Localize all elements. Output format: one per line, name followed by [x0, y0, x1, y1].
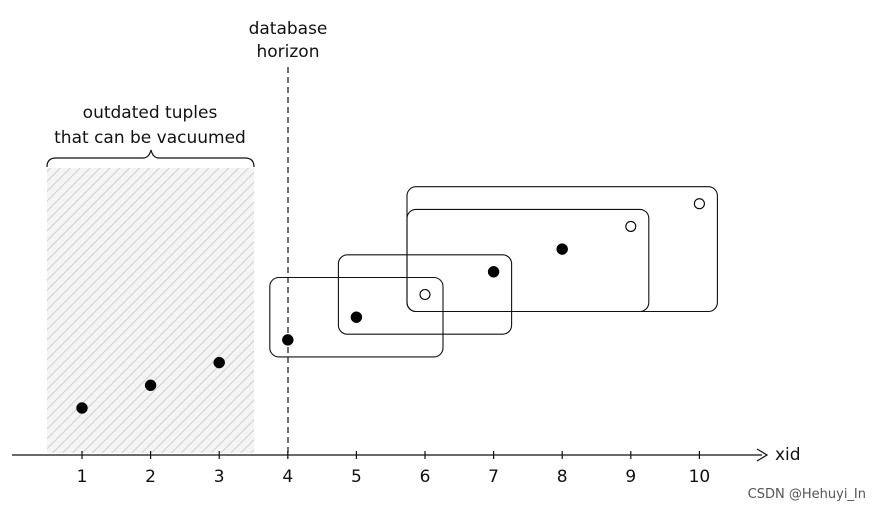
tuple-point [350, 311, 363, 323]
tick-label: 10 [689, 467, 711, 487]
tick-label: 6 [420, 467, 431, 487]
snapshot-box [406, 186, 718, 313]
snapshot-box [269, 276, 444, 358]
tick-label: 1 [77, 467, 88, 487]
tick-label: 2 [145, 467, 156, 487]
tuple-point [76, 402, 88, 414]
tick-label: 9 [625, 467, 636, 487]
outdated-label-line2: that can be vacuumed [54, 128, 246, 148]
horizon-label-line2: horizon [257, 42, 320, 62]
horizon-label-line1: database [249, 19, 328, 39]
tick-group: 1 2 3 4 5 6 7 8 9 10 [77, 451, 711, 487]
watermark: CSDN @Hehuyi_In [748, 487, 866, 502]
tick-label: 5 [351, 467, 362, 487]
tuple-point [487, 266, 500, 278]
tuple-point [144, 379, 157, 392]
tick-label: 3 [214, 467, 225, 487]
point-group [76, 198, 705, 414]
tick-label: 8 [557, 467, 568, 487]
snapshot-box [337, 254, 513, 335]
tick-label: 4 [282, 467, 293, 487]
tuple-point [556, 243, 568, 255]
axis-arrowhead [756, 448, 769, 462]
axis-label: xid [775, 445, 801, 465]
tuple-point-open [419, 288, 431, 301]
tuple-point [213, 356, 225, 369]
outdated-label-line1: outdated tuples [83, 103, 218, 123]
tick-label: 7 [488, 467, 499, 487]
region-brace [46, 149, 255, 168]
tuple-point [282, 334, 294, 346]
tuple-point-open [625, 220, 637, 232]
tuple-point-open [693, 198, 705, 210]
snapshot-group [269, 186, 718, 358]
